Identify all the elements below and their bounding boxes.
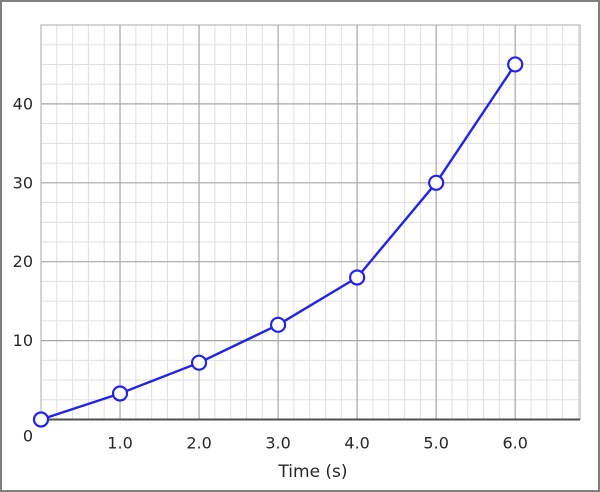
y-tick-label: 10	[13, 331, 33, 350]
plot-border	[40, 24, 581, 421]
data-point-marker	[269, 316, 287, 333]
x-tick-label: 1.0	[107, 434, 132, 453]
x-tick-labels: 1.0 2.0 3.0 4.0 5.0 6.0	[107, 434, 528, 453]
data-points	[32, 56, 524, 428]
x-axis-title: Time (s)	[277, 462, 347, 482]
y-tick-label: 30	[13, 173, 33, 192]
data-point-marker	[190, 354, 208, 371]
x-tick-label: 3.0	[265, 434, 290, 453]
x-tick-label: 4.0	[344, 434, 369, 453]
data-point-marker	[428, 174, 445, 191]
y-tick-label: 0	[23, 427, 33, 446]
minor-gridlines	[41, 25, 580, 420]
y-tick-labels: 0 10 20 30 40	[13, 94, 33, 445]
major-gridlines	[41, 25, 580, 420]
x-tick-label: 5.0	[423, 434, 448, 453]
y-tick-label: 20	[13, 252, 33, 271]
data-point-marker	[507, 56, 524, 73]
x-tick-label: 6.0	[502, 434, 527, 453]
data-point-marker	[111, 385, 129, 402]
data-point-marker	[349, 269, 366, 286]
data-point-marker	[32, 411, 50, 428]
x-tick-label: 2.0	[186, 434, 211, 453]
y-tick-label: 40	[13, 94, 33, 113]
